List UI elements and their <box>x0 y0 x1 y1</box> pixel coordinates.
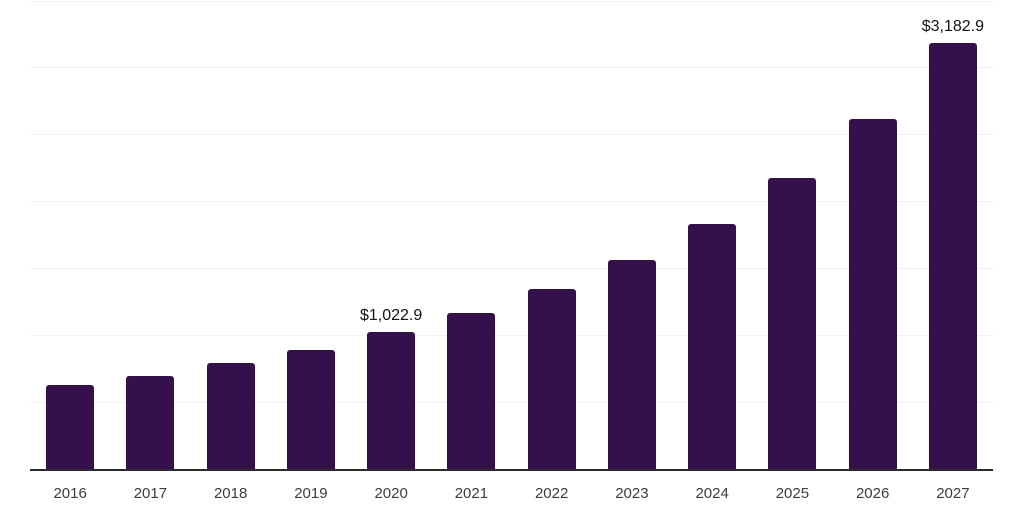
x-axis-tick-labels: 2016 2017 2018 2019 2020 2021 2022 2023 2024 2025… <box>30 484 993 506</box>
x-tick-2026: 2026 <box>855 485 890 502</box>
gridline-1000 <box>30 334 993 336</box>
x-tick-2025: 2025 <box>775 485 810 502</box>
value-label-2027: $3,182.9 <box>921 18 985 36</box>
x-tick-2017: 2017 <box>133 485 168 502</box>
x-tick-2024: 2024 <box>695 485 729 502</box>
bar-2027 <box>928 43 977 469</box>
bar-2019 <box>286 350 335 469</box>
bar-2017 <box>126 376 175 469</box>
bar-2018 <box>206 363 255 469</box>
gridline-3500 <box>30 1 993 2</box>
bar-2025 <box>768 177 817 469</box>
x-tick-2022: 2022 <box>534 485 569 502</box>
x-tick-2027: 2027 <box>936 485 970 502</box>
x-tick-2020: 2020 <box>374 485 408 502</box>
gridline-3000 <box>30 67 993 69</box>
bar-2021 <box>447 313 496 469</box>
x-tick-2018: 2018 <box>213 485 248 502</box>
x-tick-2021: 2021 <box>454 485 489 502</box>
bar-2016 <box>46 385 95 469</box>
gridline-500 <box>30 401 993 403</box>
x-tick-2019: 2019 <box>294 485 328 502</box>
gridline-2000 <box>30 201 993 203</box>
x-tick-2016: 2016 <box>53 485 87 502</box>
value-label-2020: $1,022.9 <box>359 307 423 325</box>
bar-2020 <box>367 332 416 469</box>
bar-2026 <box>848 118 897 469</box>
x-tick-2023: 2023 <box>615 485 649 502</box>
x-axis-line <box>30 469 993 471</box>
bar-2022 <box>527 289 576 469</box>
gridline-1500 <box>30 267 993 269</box>
plot-area: $1,022.9 $3,182.9 <box>30 1 993 469</box>
bar-2023 <box>607 260 656 469</box>
gridline-2500 <box>30 134 993 136</box>
bar-2024 <box>688 223 737 469</box>
